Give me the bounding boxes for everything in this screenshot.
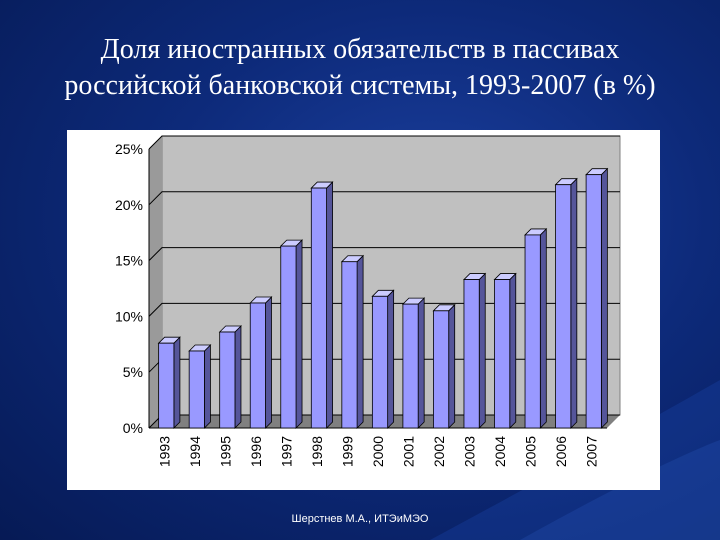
x-tick-label: 1996 xyxy=(248,436,264,467)
bar-side xyxy=(265,296,272,429)
x-tick-label: 2001 xyxy=(401,436,417,467)
bar-side xyxy=(600,167,608,429)
bar xyxy=(402,303,419,429)
y-tick-label: 0% xyxy=(123,420,143,436)
x-tick-label: 2000 xyxy=(370,436,386,467)
bar xyxy=(249,302,266,429)
bar-side xyxy=(387,289,395,429)
bar-side xyxy=(448,303,456,429)
bar-side xyxy=(417,297,425,429)
bar-side xyxy=(539,227,547,429)
bar xyxy=(310,187,327,429)
bar xyxy=(463,279,480,429)
x-tick-label: 1993 xyxy=(156,436,172,467)
bar-side xyxy=(295,239,303,429)
bar-side xyxy=(509,272,517,429)
bar xyxy=(341,261,358,429)
y-tick-label: 10% xyxy=(115,308,143,324)
x-tick-label: 2005 xyxy=(523,436,539,467)
x-tick-label: 2004 xyxy=(492,436,508,467)
x-tick-label: 2006 xyxy=(553,436,569,467)
bar xyxy=(524,234,541,429)
bar xyxy=(494,279,511,429)
gridline xyxy=(148,247,620,261)
bar-side xyxy=(478,272,486,429)
slide-title: Доля иностранных обязательств в пассивах… xyxy=(20,32,700,104)
bar-side xyxy=(234,325,242,429)
bar-side xyxy=(173,336,181,429)
bar xyxy=(371,295,389,429)
bar xyxy=(555,184,572,429)
x-tick-label: 1995 xyxy=(217,436,233,467)
bar xyxy=(585,174,602,429)
gridline xyxy=(148,191,620,206)
footer-author: Шерстнев М.А., ИТЭиМЭО xyxy=(291,513,429,525)
chart-panel: 0% 5% 10% 15% 20% 25% 1993 1994 1995 1996 1997 1998… xyxy=(67,130,660,490)
x-tick-label: 1998 xyxy=(309,436,325,467)
x-tick-label: 1997 xyxy=(278,436,294,467)
title-line-2: российской банковской системы, 1993-2007… xyxy=(64,70,656,101)
bar xyxy=(280,245,297,429)
bar-side xyxy=(356,254,364,429)
y-tick-label: 25% xyxy=(115,141,143,157)
y-tick-label: 5% xyxy=(123,364,143,380)
x-tick-label: 2003 xyxy=(462,436,478,467)
bar-side xyxy=(570,177,578,429)
bar xyxy=(158,342,175,429)
y-tick-label: 20% xyxy=(115,197,143,213)
bar xyxy=(188,350,205,429)
x-tick-label: 2002 xyxy=(431,436,447,467)
bar-chart: 0% 5% 10% 15% 20% 25% 1993 1994 1995 1996 1997 1998… xyxy=(115,135,621,467)
bar-side xyxy=(204,344,211,429)
title-line-1: Доля иностранных обязательств в пассивах xyxy=(100,34,620,65)
bar-side xyxy=(326,181,333,429)
x-tick-label: 1994 xyxy=(187,436,203,467)
gridline xyxy=(148,135,620,150)
bar xyxy=(219,331,236,429)
x-tick-label: 1999 xyxy=(339,436,355,467)
y-tick-label: 15% xyxy=(115,253,143,269)
bar xyxy=(433,310,450,429)
x-tick-label: 2007 xyxy=(584,436,600,467)
